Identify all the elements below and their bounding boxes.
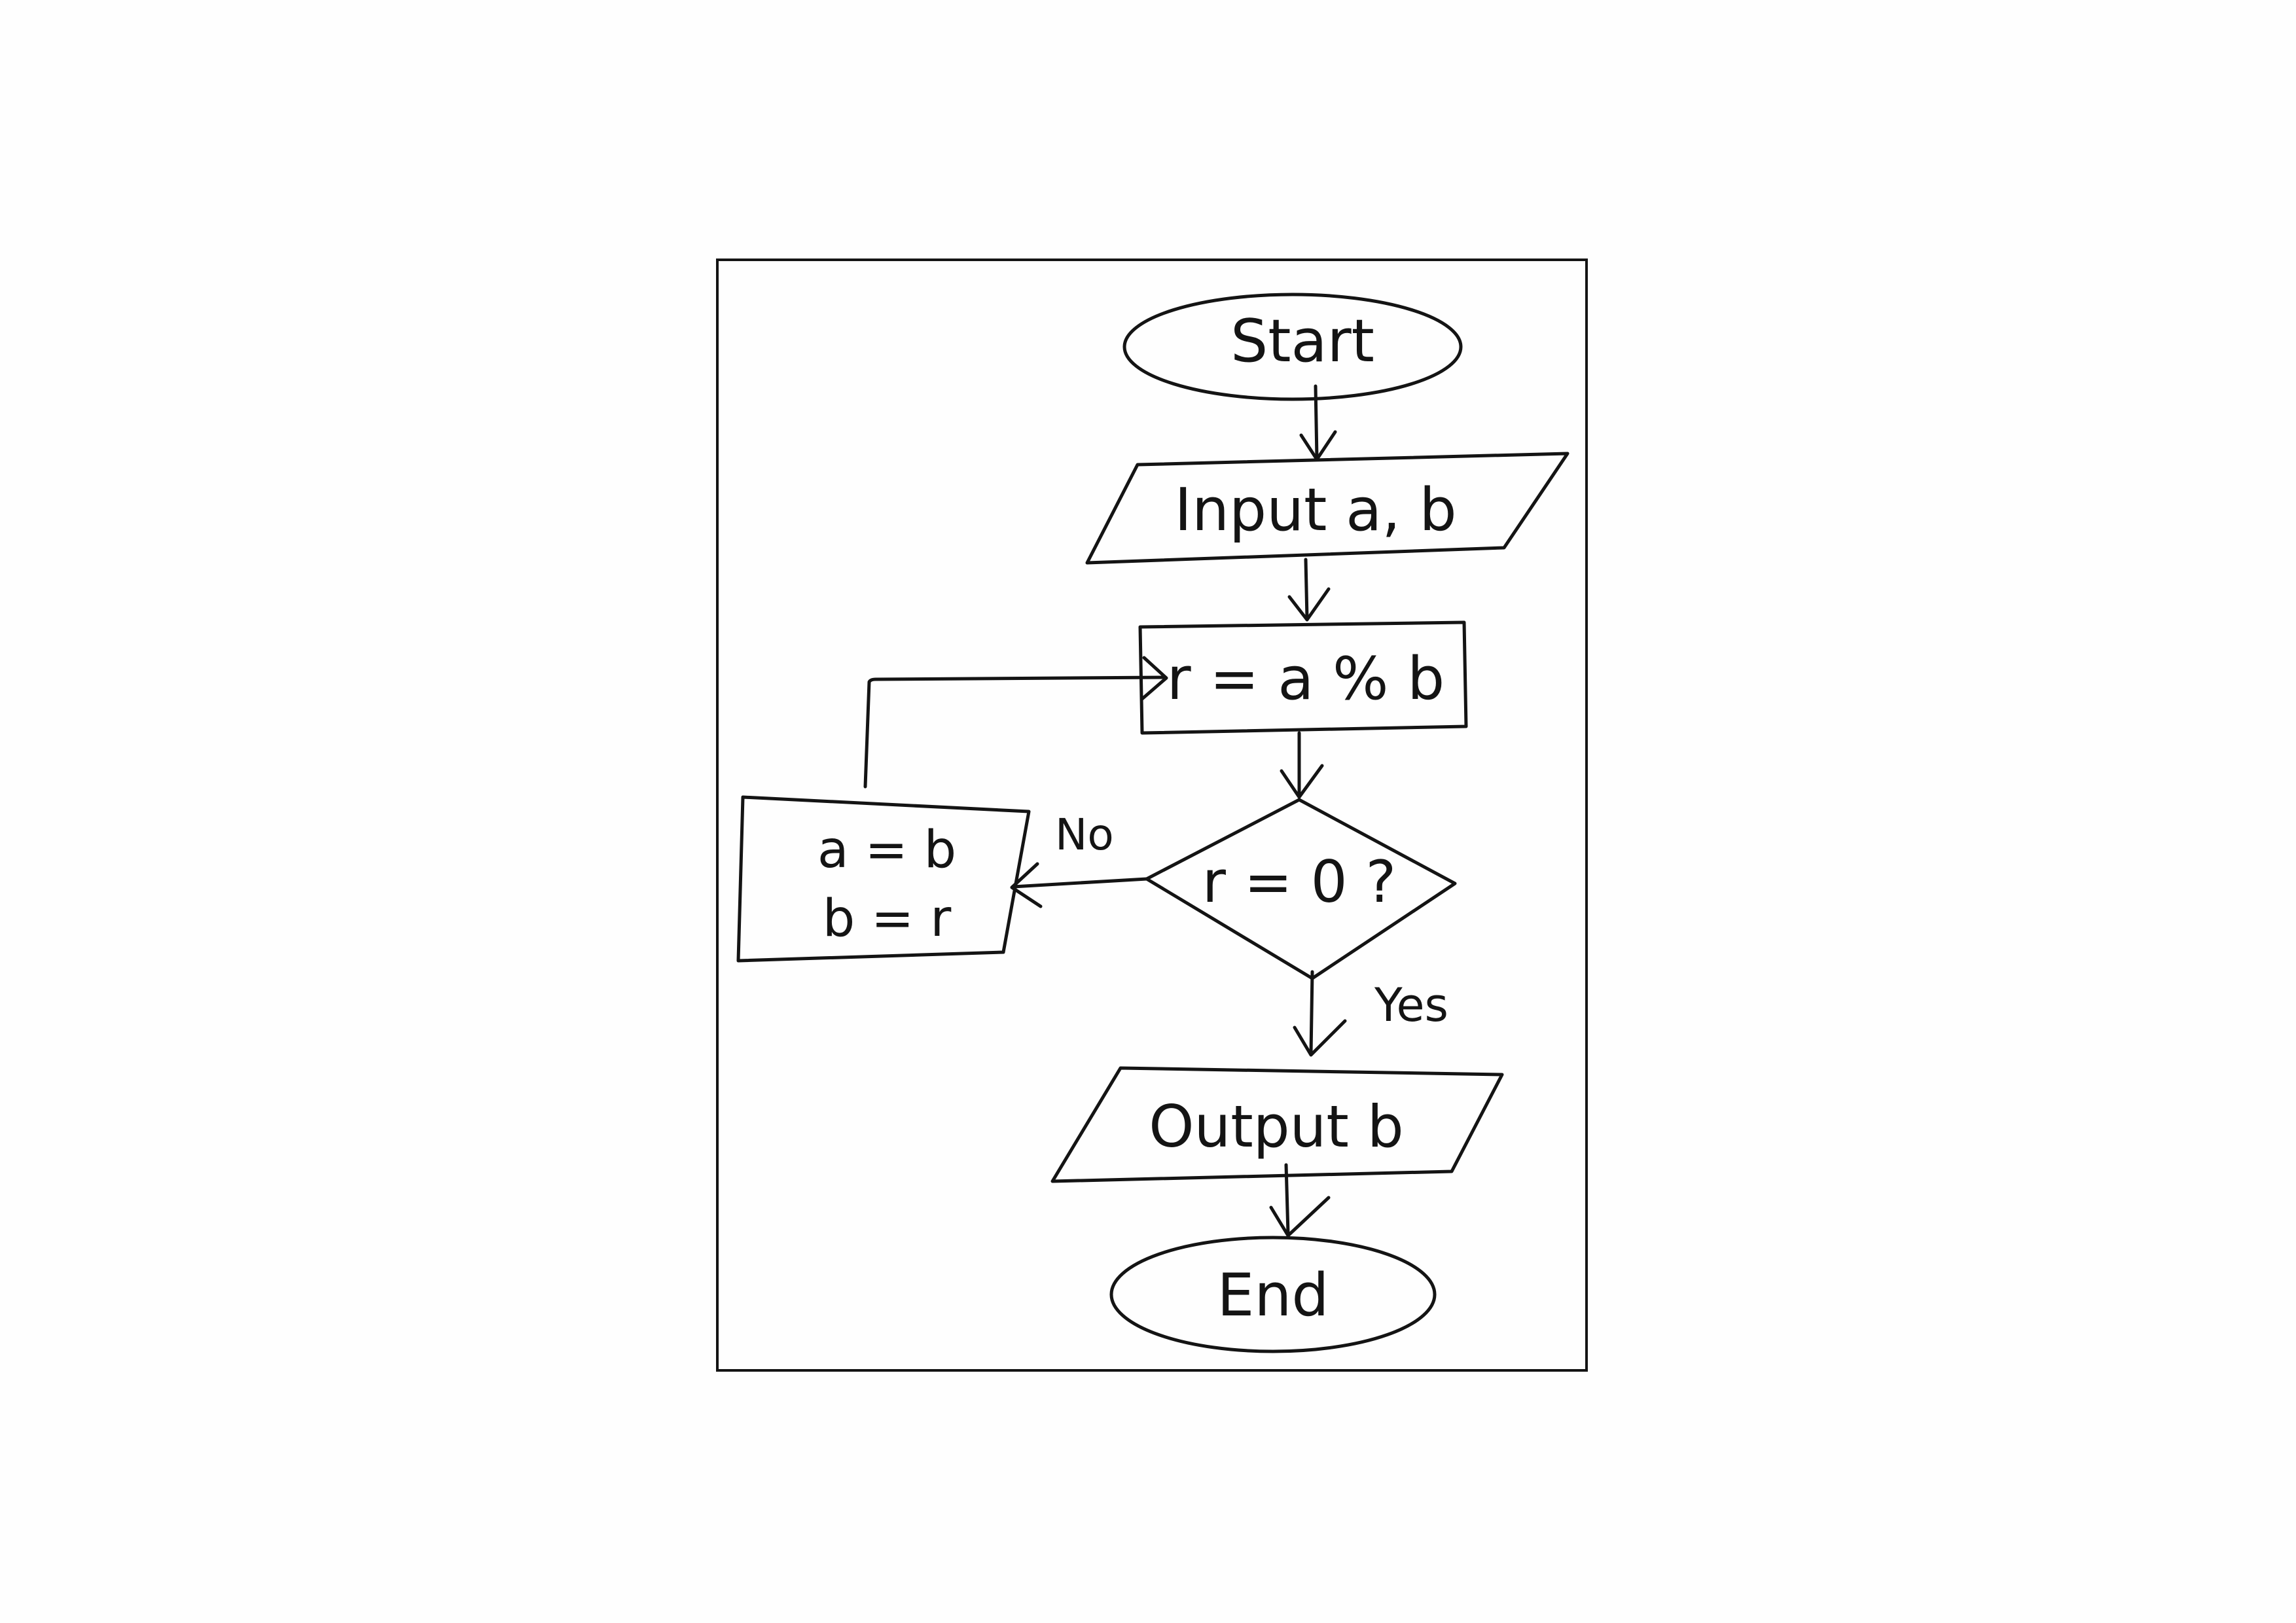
diagram-frame bbox=[716, 259, 1588, 1372]
start-node: Start bbox=[1122, 293, 1463, 401]
arrow-swap-to-compute bbox=[863, 656, 1168, 789]
arrow-decision-to-swap bbox=[1010, 862, 1149, 908]
end-node: End bbox=[1109, 1236, 1437, 1353]
swap-node: a = b b = r bbox=[736, 795, 1031, 963]
input-label: Input a, b bbox=[1174, 476, 1456, 544]
swap-rectangle bbox=[736, 795, 1031, 963]
input-node: Input a, b bbox=[1085, 452, 1570, 565]
decision-label: r = 0 ? bbox=[1202, 848, 1397, 916]
start-ellipse bbox=[1122, 293, 1463, 401]
input-parallelogram bbox=[1085, 452, 1570, 565]
arrow-compute-to-decision bbox=[1280, 731, 1324, 799]
arrow-decision-to-output bbox=[1293, 970, 1347, 1057]
output-parallelogram bbox=[1050, 1066, 1504, 1183]
swap-line-1: a = b bbox=[817, 821, 956, 880]
no-edge-label: No bbox=[1055, 810, 1114, 860]
swap-line-2: b = r bbox=[823, 889, 952, 948]
output-label: Output b bbox=[1149, 1093, 1404, 1160]
compute-label: r = a % b bbox=[1167, 645, 1445, 713]
compute-node: r = a % b bbox=[1138, 620, 1468, 735]
start-label: Start bbox=[1230, 307, 1374, 376]
end-ellipse bbox=[1109, 1236, 1437, 1353]
arrow-output-to-end bbox=[1269, 1163, 1331, 1238]
output-node: Output b bbox=[1050, 1066, 1504, 1183]
decision-node: r = 0 ? bbox=[1145, 798, 1457, 980]
arrow-input-to-compute bbox=[1287, 558, 1331, 622]
yes-edge-label: Yes bbox=[1374, 978, 1448, 1032]
end-label: End bbox=[1217, 1261, 1329, 1330]
